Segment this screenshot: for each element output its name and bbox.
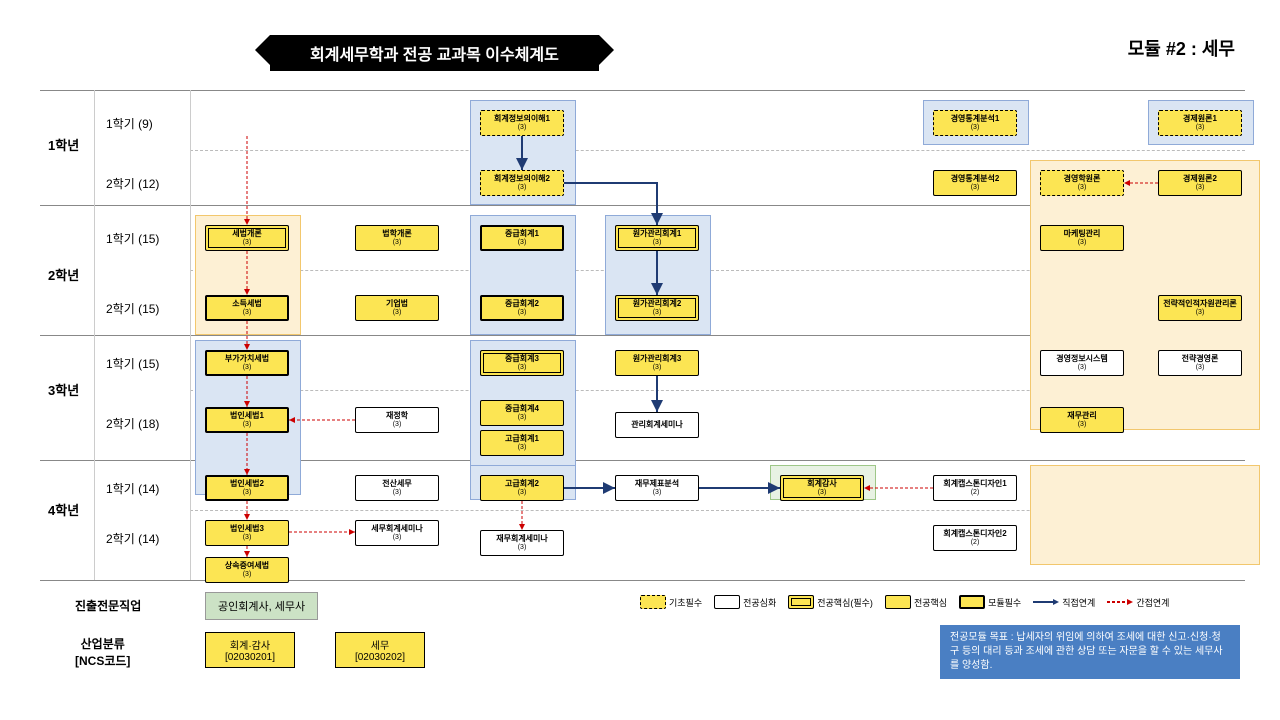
year-label: 3학년 bbox=[48, 380, 79, 399]
semester-label: 2학기 (12) bbox=[106, 175, 159, 192]
course-box: 재정학(3) bbox=[355, 407, 439, 433]
legend-item: 모듈필수 bbox=[959, 595, 1021, 609]
course-box: 중급회계1(3) bbox=[480, 225, 564, 251]
semester-label: 1학기 (14) bbox=[106, 480, 159, 497]
course-box: 경영정보시스템(3) bbox=[1040, 350, 1124, 376]
course-box: 소득세법(3) bbox=[205, 295, 289, 321]
legend: 기초필수 전공심화 전공핵심(필수) 전공핵심 모듈필수 직접연계 간접연계 bbox=[640, 595, 1169, 609]
course-box: 재무제표분석(3) bbox=[615, 475, 699, 501]
legend-item: 전공심화 bbox=[714, 595, 776, 609]
semester-label: 2학기 (18) bbox=[106, 415, 159, 432]
year-label: 4학년 bbox=[48, 500, 79, 519]
course-box: 회계캡스톤디자인2(2) bbox=[933, 525, 1017, 551]
course-box: 전략경영론(3) bbox=[1158, 350, 1242, 376]
module-note: 전공모듈 목표 : 납세자의 위임에 의하여 조세에 대한 신고·신청·청구 등… bbox=[940, 625, 1240, 679]
course-box: 중급회계2(3) bbox=[480, 295, 564, 321]
module-title: 모듈 #2 : 세무 bbox=[1128, 35, 1235, 61]
bg-region bbox=[1030, 465, 1260, 565]
course-box: 원가관리회계2(3) bbox=[615, 295, 699, 321]
course-box: 중급회계4(3) bbox=[480, 400, 564, 426]
course-box: 마케팅관리(3) bbox=[1040, 225, 1124, 251]
legend-item: 전공핵심(필수) bbox=[788, 595, 873, 609]
ncs-label: 산업분류 [NCS코드] bbox=[75, 635, 130, 669]
course-box: 고급회계2(3) bbox=[480, 475, 564, 501]
course-box: 재무관리(3) bbox=[1040, 407, 1124, 433]
ncs-box: 세무[02030202] bbox=[335, 632, 425, 668]
career-label: 진출전문직업 bbox=[75, 597, 141, 614]
course-box: 세무회계세미나(3) bbox=[355, 520, 439, 546]
course-box: 기업법(3) bbox=[355, 295, 439, 321]
course-box: 원가관리회계1(3) bbox=[615, 225, 699, 251]
legend-arrow: 간접연계 bbox=[1107, 596, 1169, 609]
course-box: 상속증여세법(3) bbox=[205, 557, 289, 583]
legend-item: 전공핵심 bbox=[885, 595, 947, 609]
course-box: 중급회계3(3) bbox=[480, 350, 564, 376]
course-box: 법학개론(3) bbox=[355, 225, 439, 251]
course-box: 전산세무(3) bbox=[355, 475, 439, 501]
course-box: 회계정보의이해1(3) bbox=[480, 110, 564, 136]
course-box: 회계캡스톤디자인1(2) bbox=[933, 475, 1017, 501]
course-box: 관리회계세미나 bbox=[615, 412, 699, 438]
course-box: 회계감사(3) bbox=[780, 475, 864, 501]
course-box: 경영통계분석2(3) bbox=[933, 170, 1017, 196]
title-banner: 회계세무학과 전공 교과목 이수체계도 bbox=[270, 35, 599, 71]
semester-label: 2학기 (15) bbox=[106, 300, 159, 317]
legend-arrow: 직접연계 bbox=[1033, 596, 1095, 609]
legend-item: 기초필수 bbox=[640, 595, 702, 609]
course-box: 경제원론1(3) bbox=[1158, 110, 1242, 136]
course-box: 법인세법1(3) bbox=[205, 407, 289, 433]
course-box: 경영학원론(3) bbox=[1040, 170, 1124, 196]
career-value: 공인회계사, 세무사 bbox=[205, 592, 318, 620]
course-box: 원가관리회계3(3) bbox=[615, 350, 699, 376]
course-box: 경제원론2(3) bbox=[1158, 170, 1242, 196]
course-box: 세법개론(3) bbox=[205, 225, 289, 251]
course-box: 경영통계분석1(3) bbox=[933, 110, 1017, 136]
course-box: 법인세법3(3) bbox=[205, 520, 289, 546]
year-label: 1학년 bbox=[48, 135, 79, 154]
semester-label: 2학기 (14) bbox=[106, 530, 159, 547]
year-label: 2학년 bbox=[48, 265, 79, 284]
course-box: 재무회계세미나(3) bbox=[480, 530, 564, 556]
course-box: 부가가치세법(3) bbox=[205, 350, 289, 376]
course-box: 회계정보의이해2(3) bbox=[480, 170, 564, 196]
course-box: 전략적인적자원관리론(3) bbox=[1158, 295, 1242, 321]
semester-label: 1학기 (15) bbox=[106, 230, 159, 247]
semester-label: 1학기 (15) bbox=[106, 355, 159, 372]
course-box: 법인세법2(3) bbox=[205, 475, 289, 501]
course-box: 고급회계1(3) bbox=[480, 430, 564, 456]
ncs-box: 회계·감사[02030201] bbox=[205, 632, 295, 668]
semester-label: 1학기 (9) bbox=[106, 115, 153, 132]
